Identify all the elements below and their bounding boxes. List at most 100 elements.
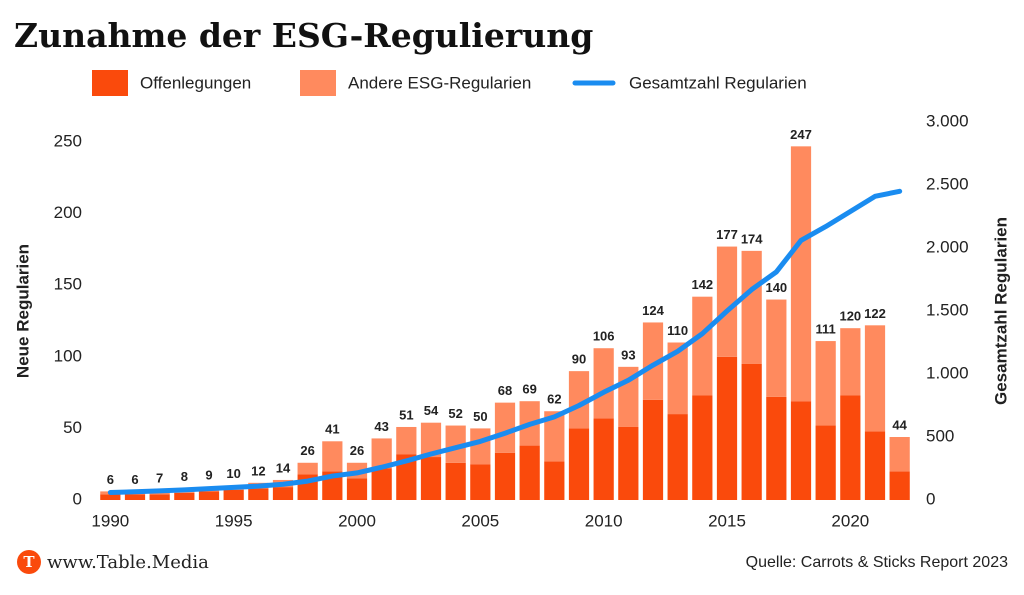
value-label: 50 (473, 409, 487, 424)
bar-segment (790, 401, 812, 500)
value-label: 12 (251, 463, 265, 478)
x-tick-label: 2015 (708, 511, 746, 530)
y2-tick-label: 500 (926, 426, 954, 445)
bar-segment (544, 411, 565, 462)
y2-tick-label: 2.000 (926, 237, 969, 256)
bar-segment (396, 454, 417, 500)
bar-segment (371, 438, 392, 469)
bar-segment (346, 478, 368, 500)
y-tick-label: 200 (54, 203, 82, 222)
bar-segment (174, 492, 195, 500)
value-label: 6 (131, 472, 138, 487)
bar-segment (124, 494, 146, 500)
bar-segment (149, 494, 170, 500)
value-label: 142 (691, 277, 713, 292)
bar-segment (593, 348, 614, 419)
bar-segment (100, 494, 121, 500)
bar-segment (840, 395, 861, 500)
value-label: 124 (642, 303, 664, 318)
value-label: 54 (424, 403, 439, 418)
y2-tick-label: 1.000 (926, 363, 969, 382)
x-tick-label: 1990 (91, 511, 129, 530)
bar-segment (396, 426, 417, 455)
value-label: 62 (547, 392, 561, 407)
y-tick-label: 150 (54, 275, 82, 294)
bar-segment (667, 342, 688, 415)
bar-segment (519, 445, 540, 500)
value-label: 106 (593, 329, 615, 344)
bar-segment (494, 452, 516, 500)
brand: www.Table.Media (47, 552, 209, 573)
bar-segment (544, 461, 565, 500)
bar-segment (889, 437, 910, 472)
bar-segment (371, 468, 392, 500)
bar-segment (642, 399, 664, 500)
brand-logo-letter: T (23, 553, 35, 571)
value-label: 9 (205, 468, 212, 483)
value-label: 43 (374, 419, 388, 434)
bar-segment (445, 425, 466, 463)
bar-segment (741, 363, 762, 500)
value-label: 51 (399, 407, 413, 422)
y-tick-label: 50 (63, 418, 82, 437)
value-label: 7 (156, 470, 163, 485)
bar-segment (248, 488, 269, 500)
bar-segment (889, 471, 910, 500)
legend-swatch (92, 70, 128, 96)
bar-segment (420, 457, 442, 500)
x-tick-label: 2020 (831, 511, 869, 530)
bar-segment (618, 426, 639, 500)
bar-segment (692, 395, 713, 500)
value-label: 93 (621, 347, 635, 362)
x-tick-label: 2010 (585, 511, 623, 530)
value-label: 120 (839, 309, 861, 324)
legend-swatch (300, 70, 336, 96)
brand-logo (17, 550, 41, 574)
bar-segment (790, 146, 812, 402)
y2-tick-label: 1.500 (926, 300, 969, 319)
y2-tick-label: 2.500 (926, 174, 969, 193)
bar-segment (470, 428, 491, 465)
value-label: 110 (667, 323, 688, 338)
bar-segment (864, 431, 886, 500)
y-tick-label: 100 (54, 346, 82, 365)
x-tick-label: 2000 (338, 511, 376, 530)
legend-label: Andere ESG-Regularien (348, 73, 531, 92)
bar-segment (272, 487, 294, 500)
bar-segment (568, 371, 590, 429)
bar-segment (716, 246, 738, 357)
value-label: 6 (107, 472, 114, 487)
value-label: 247 (790, 127, 812, 142)
chart-title: Zunahme der ESG-Regulierung (14, 16, 593, 55)
bar-segment (494, 402, 516, 453)
value-label: 10 (226, 466, 240, 481)
bar-segment (420, 422, 442, 458)
bar-segment (642, 322, 664, 400)
y2-tick-label: 0 (926, 489, 935, 508)
value-label: 68 (498, 383, 512, 398)
bar-segment (815, 425, 836, 500)
bar-segment (766, 396, 787, 500)
total-line (107, 188, 903, 495)
x-tick-label: 2005 (461, 511, 499, 530)
bar-segment (568, 428, 590, 500)
bar-segment (445, 462, 466, 500)
y2-axis-title: Gesamtzahl Regularien (991, 217, 1010, 405)
value-label: 111 (816, 322, 836, 337)
value-label: 90 (572, 352, 586, 367)
bar-segment (815, 341, 836, 426)
value-label: 26 (300, 443, 314, 458)
bar-segment (840, 328, 861, 396)
bar-segment (297, 462, 318, 475)
source: Quelle: Carrots & Sticks Report 2023 (746, 554, 1008, 571)
value-label: 44 (892, 417, 907, 432)
y2-tick-label: 3.000 (926, 111, 969, 130)
y-axis-title: Neue Regularien (13, 244, 32, 378)
legend-label: Offenlegungen (140, 73, 251, 92)
bar-segment (223, 489, 244, 500)
y-tick-label: 250 (54, 132, 82, 151)
legend-label: Gesamtzahl Regularien (629, 73, 807, 92)
value-label: 174 (741, 231, 763, 246)
bar-segment (864, 325, 886, 432)
